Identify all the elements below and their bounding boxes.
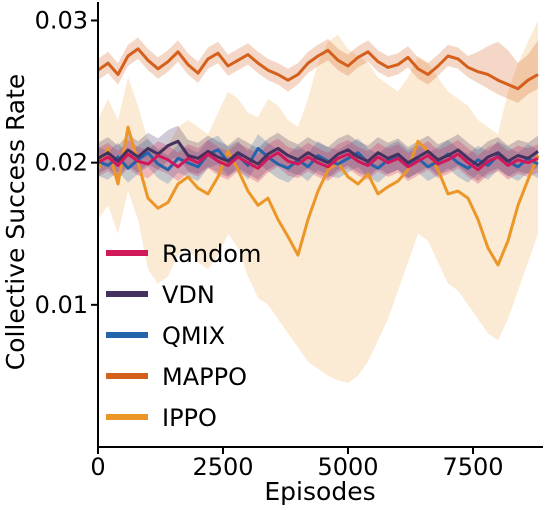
y-tick-label: 0.02: [35, 149, 88, 177]
x-tick-label: 7500: [442, 453, 503, 481]
x-axis-ticks: 0 2500 5000 7500: [90, 447, 504, 481]
legend-label-random: Random: [162, 240, 261, 268]
band-vdn: [98, 125, 538, 182]
y-axis-ticks: 0.01 0.02 0.03: [35, 6, 98, 319]
line-qmix: [97, 146, 539, 172]
band-mappo: [98, 37, 538, 103]
legend-label-qmix: QMIX: [162, 322, 225, 350]
legend-label-mappo: MAPPO: [162, 363, 247, 391]
y-tick-label: 0.01: [35, 291, 88, 319]
x-axis-title: Episodes: [264, 477, 375, 506]
line-vdn: [97, 139, 539, 167]
band-ippo: [98, 20, 538, 383]
x-tick-label: 2500: [192, 453, 253, 481]
y-tick-label: 0.03: [35, 6, 88, 34]
axes: [97, 2, 543, 448]
line-mappo: [97, 47, 539, 91]
x-tick-label: 0: [90, 453, 105, 481]
legend-label-ippo: IPPO: [162, 404, 217, 432]
legend-label-vdn: VDN: [162, 281, 215, 309]
y-axis-title: Collective Success Rate: [1, 74, 30, 371]
series-lines: [96, 47, 540, 267]
x-tick-label: 5000: [317, 453, 378, 481]
legend: Random VDN QMIX MAPPO IPPO: [106, 240, 261, 432]
line-random: [97, 151, 539, 172]
line-ippo: [96, 125, 540, 267]
